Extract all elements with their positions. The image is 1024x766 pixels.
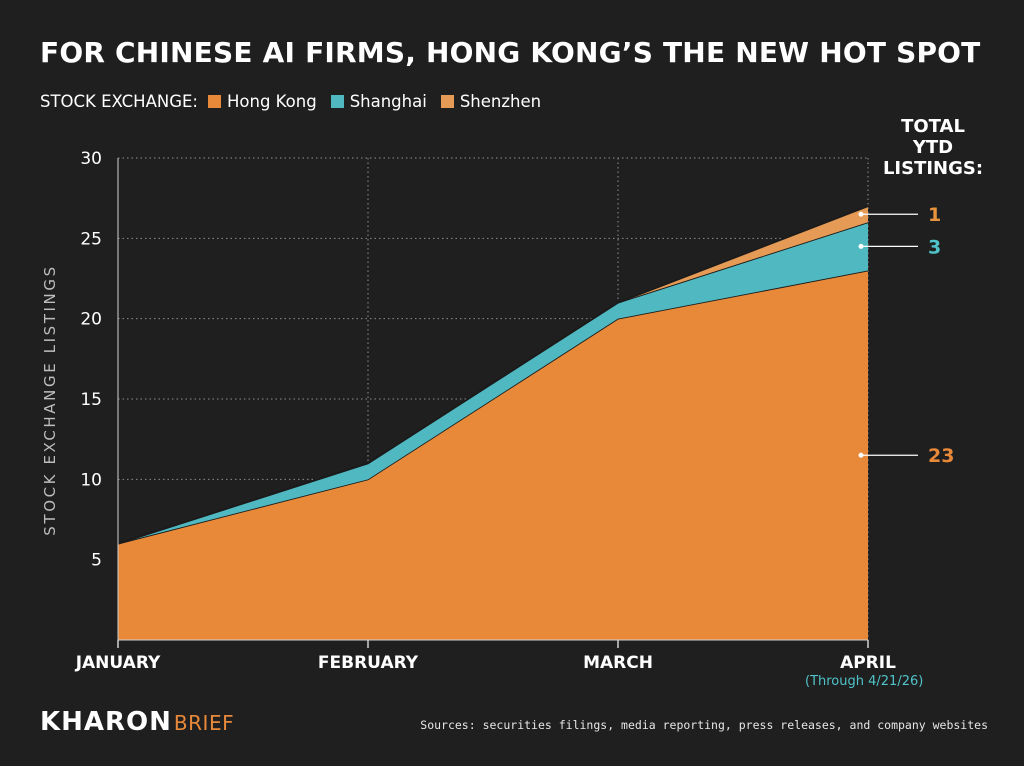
legend-label-hong-kong: Hong Kong [226, 92, 317, 111]
area-layer [117, 205, 869, 640]
y-tick-label-10: 10 [80, 470, 102, 490]
y-tick-label-20: 20 [80, 310, 102, 330]
logo-main: KHARON [40, 707, 172, 737]
kharon-brief-logo: KHARON BRIEF [40, 707, 234, 737]
area-shanghai [118, 222, 868, 544]
x-tick-label-march: MARCH [583, 653, 653, 673]
x-axis-note: (Through 4/21/26) [805, 674, 924, 689]
totals-header-line-2: YTD [912, 137, 954, 158]
sources-note: Sources: securities filings, media repor… [420, 718, 988, 732]
legend-swatch-shenzhen [440, 95, 454, 108]
x-tick-label-january: JANUARY [75, 653, 161, 673]
totals-header: TOTAL YTD LISTINGS: [878, 116, 988, 179]
logo-sub: BRIEF [173, 711, 235, 735]
chart-title: FOR CHINESE AI FIRMS, HONG KONG’S THE NE… [40, 36, 981, 69]
totals-header-line-3: LISTINGS: [882, 158, 984, 179]
legend-swatch-shanghai [330, 95, 344, 108]
total-value-shanghai: 3 [928, 236, 941, 258]
legend-item-shanghai: Shanghai [330, 92, 427, 111]
legend-title: STOCK EXCHANGE: [40, 92, 198, 111]
legend-item-hong-kong: Hong Kong [207, 92, 317, 111]
area-hong-kong [118, 270, 868, 640]
x-tick-label-february: FEBRUARY [318, 653, 419, 673]
totals-header-line-1: TOTAL [901, 116, 965, 137]
area-shenzhen [118, 206, 868, 544]
y-tick-label-5: 5 [91, 551, 102, 571]
y-tick-label-25: 25 [80, 229, 102, 249]
legend-label-shanghai: Shanghai [349, 92, 427, 111]
legend-item-shenzhen: Shenzhen [440, 92, 542, 111]
tick-layer: 5 10 15 20 25 30 JANUARY FEBRUARY MARCH APRIL [75, 149, 896, 673]
legend-label-shenzhen: Shenzhen [459, 92, 542, 111]
x-tick-label-april: APRIL [840, 653, 896, 673]
total-value-hong-kong: 23 [928, 445, 954, 467]
y-tick-label-15: 15 [80, 390, 102, 410]
total-value-shenzhen: 1 [928, 204, 941, 226]
y-tick-label-30: 30 [80, 149, 102, 169]
legend-swatch-hong-kong [207, 95, 221, 108]
annotation-layer: 1 3 23 [858, 204, 954, 467]
series-line-shenzhen [117, 205, 869, 545]
legend: STOCK EXCHANGE: Hong Kong Shanghai Shenz… [40, 92, 555, 111]
